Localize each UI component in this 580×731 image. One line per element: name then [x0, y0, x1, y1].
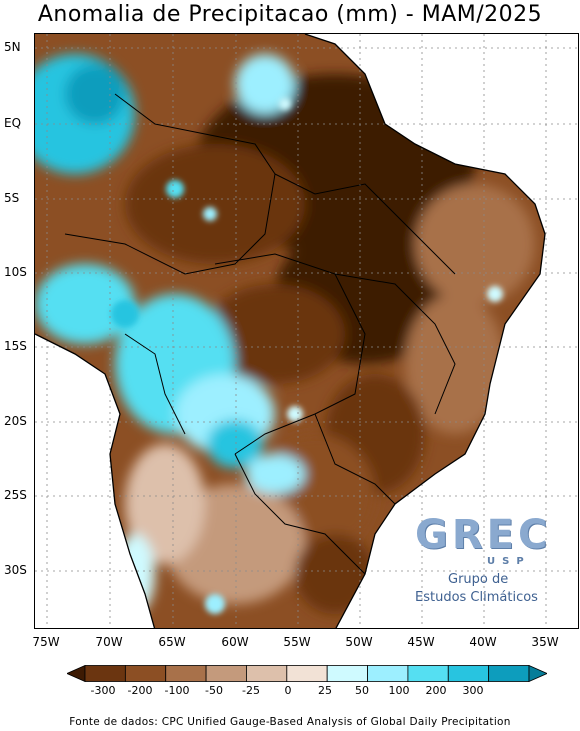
- colorbar-swatch: [447, 665, 490, 682]
- lon-label-75w: 75W: [32, 635, 60, 649]
- colorbar-label: 0: [284, 684, 292, 697]
- precipitation-anomaly-map: [34, 33, 579, 629]
- colorbar-label: -25: [242, 684, 260, 697]
- lat-label-5n: 5N: [4, 40, 21, 54]
- colorbar-label: -100: [164, 684, 190, 697]
- logo-usp: USP: [487, 556, 531, 567]
- lat-label-10s: 10S: [4, 265, 27, 279]
- logo-line1: Grupo de: [448, 572, 509, 587]
- colorbar-label: 50: [355, 684, 369, 697]
- pacific-coastline: [35, 333, 156, 628]
- lat-label-20s: 20S: [4, 414, 27, 428]
- colorbar-swatch: [205, 665, 247, 682]
- graticule: [35, 34, 578, 628]
- colorbar-label: -200: [127, 684, 153, 697]
- map-title: Anomalia de Precipitacao (mm) - MAM/2025: [37, 2, 543, 27]
- grec-logo: GREC USP Grupo de Estudos Climáticos: [415, 512, 555, 607]
- colorbar-swatch: [407, 665, 449, 682]
- lon-label-65w: 65W: [158, 635, 186, 649]
- colorbar-swatch: [367, 665, 409, 682]
- colorbar-label: 100: [388, 684, 410, 697]
- data-source: Fonte de dados: CPC Unified Gauge-Based …: [69, 716, 511, 728]
- colorbar: [67, 665, 547, 682]
- lat-label-30s: 30S: [4, 563, 27, 577]
- colorbar-label: -300: [90, 684, 116, 697]
- colorbar-swatch: [488, 665, 530, 682]
- colorbar-label: 200: [425, 684, 447, 697]
- colorbar-swatch: [84, 665, 126, 682]
- colorbar-label: 300: [462, 684, 484, 697]
- lat-label-25s: 25S: [4, 488, 27, 502]
- colorbar-swatch: [326, 665, 368, 682]
- logo-line2: Estudos Climáticos: [415, 590, 538, 605]
- lat-label-15s: 15S: [4, 339, 27, 353]
- colorbar-label: 25: [318, 684, 332, 697]
- lon-label-35w: 35W: [531, 635, 559, 649]
- colorbar-swatch: [246, 665, 288, 682]
- lon-label-70w: 70W: [95, 635, 123, 649]
- colorbar-swatch: [286, 665, 328, 682]
- lon-label-40w: 40W: [469, 635, 497, 649]
- map-canvas: [35, 34, 578, 628]
- colorbar-swatch: [124, 665, 167, 682]
- lon-label-50w: 50W: [345, 635, 373, 649]
- logo-letters: GREC: [415, 512, 552, 558]
- country-borders: [64, 93, 456, 575]
- lat-label-5s: 5S: [4, 191, 20, 205]
- colorbar-label: -50: [205, 684, 223, 697]
- lon-label-45w: 45W: [407, 635, 435, 649]
- colorbar-swatch: [528, 665, 547, 682]
- lat-label-eq: EQ: [4, 116, 22, 130]
- lon-label-55w: 55W: [283, 635, 311, 649]
- colorbar-swatch: [67, 665, 86, 682]
- colorbar-swatch: [165, 665, 207, 682]
- lon-label-60w: 60W: [221, 635, 249, 649]
